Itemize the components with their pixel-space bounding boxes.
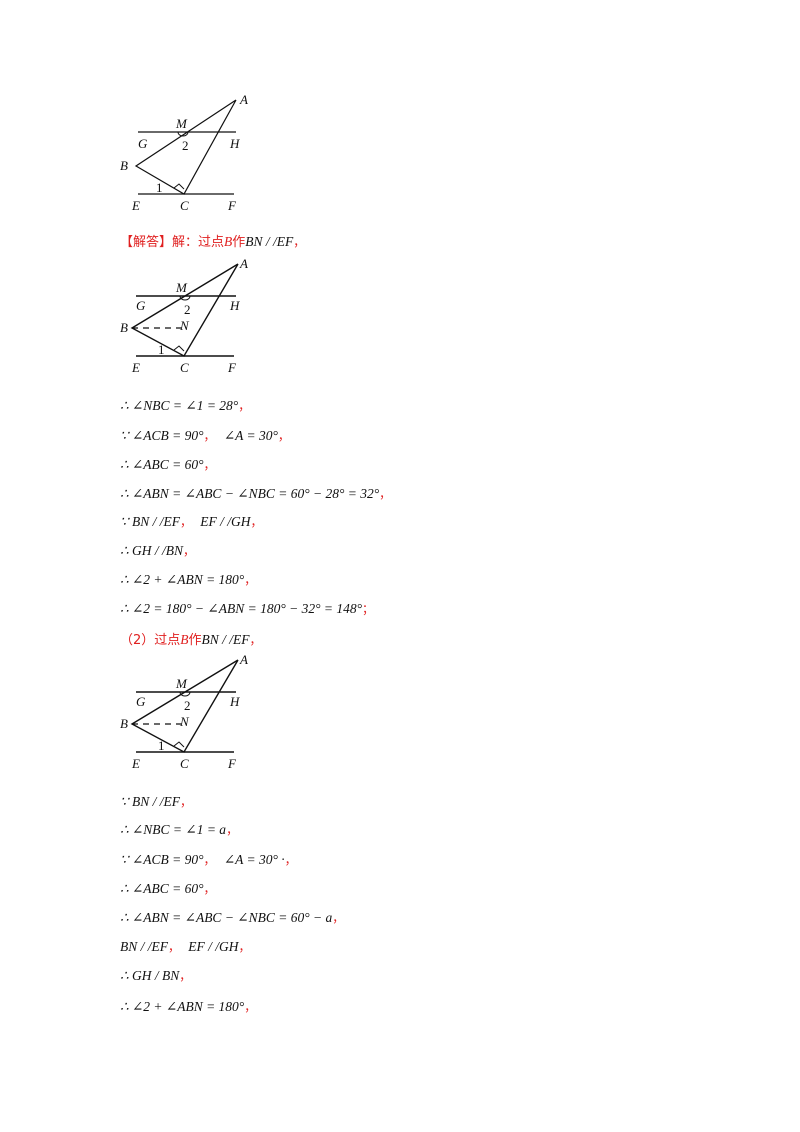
label-E: E — [131, 360, 140, 375]
label-angle2: 2 — [184, 302, 191, 317]
part2-line-7: ∴ GH / BN， — [120, 968, 192, 983]
answer-heading: 【解答】解：过点B作BN / /EF， — [120, 232, 305, 253]
part1-line-5: ∵ BN / /EF， EF / /GH， — [120, 514, 263, 529]
label-A: A — [239, 256, 248, 271]
label-angle1: 1 — [158, 342, 165, 357]
label-G: G — [136, 298, 146, 313]
label-B: B — [120, 158, 128, 173]
part1-line-4: ∴ ∠ABN = ∠ABC − ∠NBC = 60° − 28° = 32°， — [120, 486, 392, 501]
part2-line-3: ∵ ∠ACB = 90°， ∠A = 30° ·， — [120, 852, 297, 867]
label-C: C — [180, 198, 189, 213]
label-E: E — [131, 198, 140, 213]
label-angle2: 2 — [184, 698, 191, 713]
label-A: A — [239, 652, 248, 667]
figure-3: A M 2 G H B N 1 E C F — [118, 652, 258, 779]
label-M: M — [175, 676, 188, 691]
part2-line-5: ∴ ∠ABN = ∠ABC − ∠NBC = 60° − a， — [120, 910, 345, 925]
label-N: N — [179, 318, 190, 333]
answer-tag: 【解答】 — [120, 235, 173, 250]
part1-line-7: ∴ ∠2 + ∠ABN = 180°， — [120, 572, 257, 587]
geometry-diagram-1: A M 2 G H B 1 E C F — [120, 92, 248, 213]
part1-line-8: ∴ ∠2 = 180° − ∠ABN = 180° − 32° = 148°； — [120, 601, 374, 616]
label-M: M — [175, 280, 188, 295]
answer-point: B — [224, 234, 233, 249]
label-B: B — [120, 320, 128, 335]
label-M: M — [175, 116, 188, 131]
label-F: F — [227, 198, 237, 213]
label-F: F — [227, 756, 237, 771]
part2-line-4: ∴ ∠ABC = 60°， — [120, 881, 216, 896]
label-H: H — [229, 298, 240, 313]
label-G: G — [136, 694, 146, 709]
label-angle2: 2 — [182, 138, 189, 153]
part1-line-6: ∴ GH / /BN， — [120, 543, 195, 558]
label-E: E — [131, 756, 140, 771]
part1-line-1: ∴ ∠NBC = ∠1 = 28°， — [120, 398, 251, 413]
part2-line-2: ∴ ∠NBC = ∠1 = a， — [120, 822, 239, 837]
label-F: F — [227, 360, 237, 375]
label-N: N — [179, 714, 190, 729]
part2-line-8: ∴ ∠2 + ∠ABN = 180°， — [120, 999, 257, 1014]
part1-line-2: ∵ ∠ACB = 90°， ∠A = 30°， — [120, 428, 290, 443]
geometry-diagram-3: A M 2 G H B N 1 E C F — [120, 652, 248, 771]
label-angle1: 1 — [156, 180, 163, 195]
figure-2: A M 2 G H B N 1 E C F — [118, 256, 258, 383]
label-A: A — [239, 92, 248, 107]
part2-line-1: ∵ BN / /EF， — [120, 794, 192, 809]
answer-math: BN / /EF — [245, 234, 294, 249]
label-B: B — [120, 716, 128, 731]
label-H: H — [229, 694, 240, 709]
part2-line-6: BN / /EF， EF / /GH， — [120, 939, 251, 954]
answer-text: 解：过点 — [172, 235, 225, 250]
part1-line-3: ∴ ∠ABC = 60°， — [120, 457, 216, 472]
part2-heading: （2）过点B作BN / /EF， — [120, 632, 262, 648]
label-H: H — [229, 136, 240, 151]
label-C: C — [180, 360, 189, 375]
answer-punc: ， — [293, 235, 306, 249]
figure-1: A M 2 G H B 1 E C F — [118, 92, 258, 217]
answer-action: 作 — [232, 235, 246, 250]
label-G: G — [138, 136, 148, 151]
label-angle1: 1 — [158, 738, 165, 753]
geometry-diagram-2: A M 2 G H B N 1 E C F — [120, 256, 248, 375]
label-C: C — [180, 756, 189, 771]
